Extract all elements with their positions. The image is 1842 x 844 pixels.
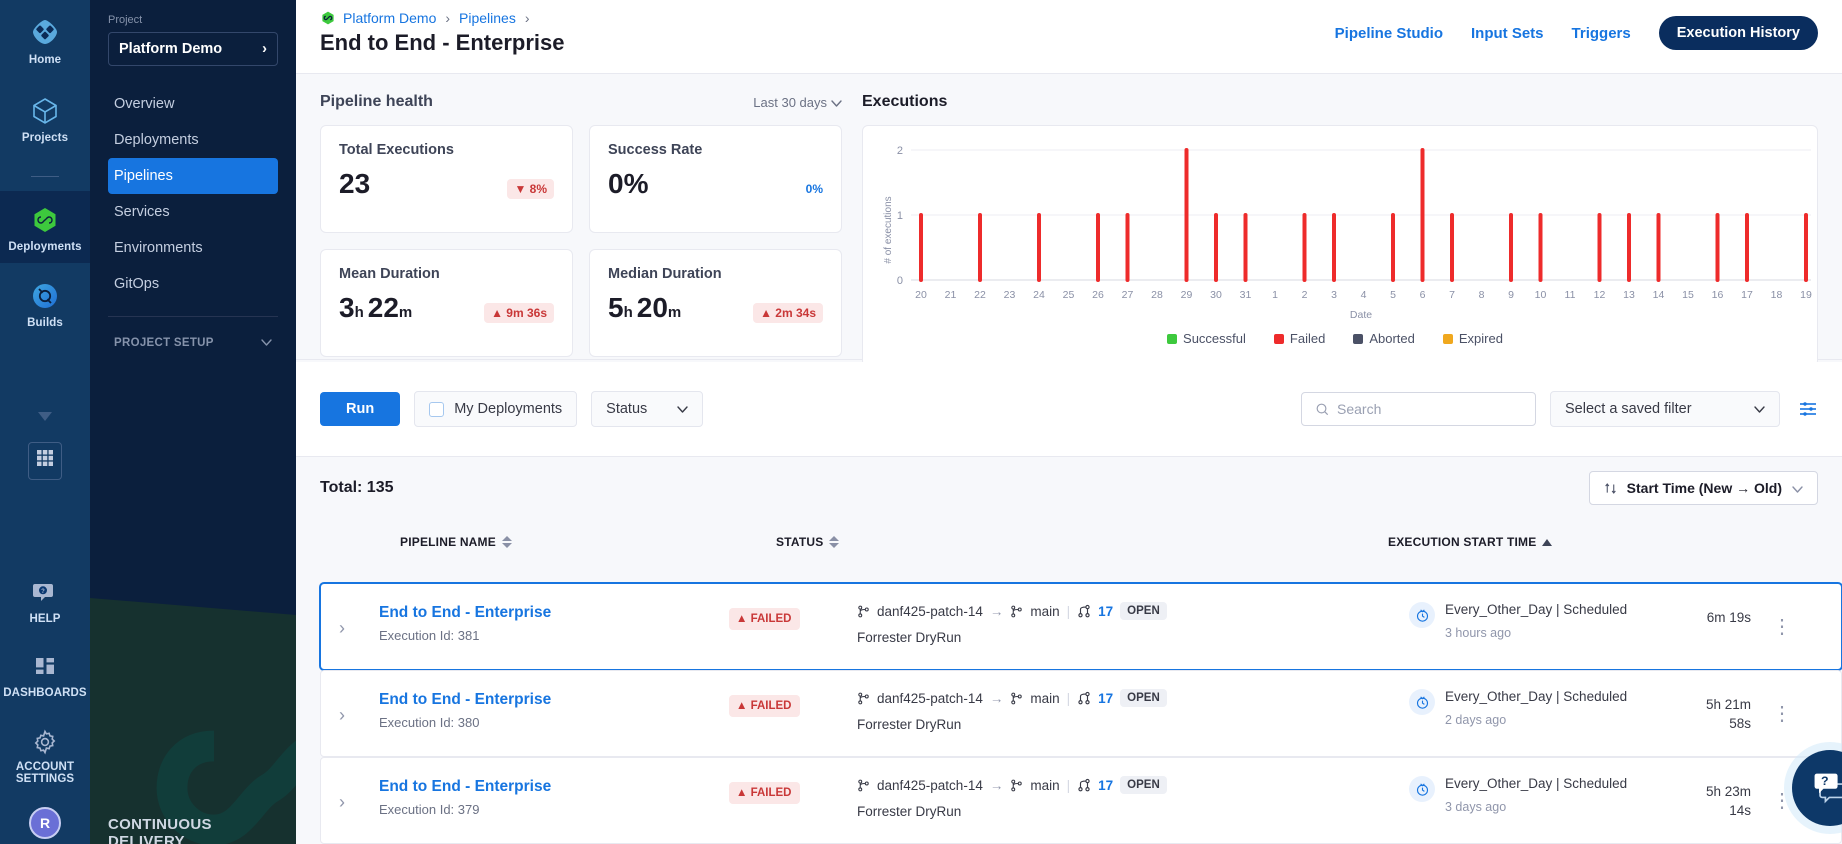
- svg-text:27: 27: [1122, 289, 1134, 301]
- svg-text:28: 28: [1151, 289, 1163, 301]
- svg-text:2: 2: [897, 145, 903, 157]
- svg-text:7: 7: [1449, 289, 1455, 301]
- svg-text:6: 6: [1420, 289, 1426, 301]
- svg-text:17: 17: [1741, 289, 1753, 301]
- svg-text:26: 26: [1092, 289, 1104, 301]
- svg-text:20: 20: [915, 289, 927, 301]
- svg-text:2: 2: [1302, 289, 1308, 301]
- svg-text:29: 29: [1181, 289, 1193, 301]
- svg-text:15: 15: [1682, 289, 1694, 301]
- svg-text:25: 25: [1063, 289, 1075, 301]
- svg-text:?: ?: [41, 589, 45, 595]
- svg-text:16: 16: [1712, 289, 1724, 301]
- svg-text:23: 23: [1004, 289, 1016, 301]
- svg-text:14: 14: [1653, 289, 1665, 301]
- svg-text:3: 3: [1331, 289, 1337, 301]
- svg-text:24: 24: [1033, 289, 1045, 301]
- svg-text:9: 9: [1508, 289, 1514, 301]
- svg-text:4: 4: [1361, 289, 1367, 301]
- svg-text:18: 18: [1771, 289, 1783, 301]
- svg-text:1: 1: [897, 210, 903, 222]
- svg-text:5: 5: [1390, 289, 1396, 301]
- svg-text:30: 30: [1210, 289, 1222, 301]
- svg-text:21: 21: [945, 289, 957, 301]
- svg-text:# of executions: # of executions: [883, 196, 894, 263]
- svg-text:0: 0: [897, 275, 903, 287]
- svg-text:10: 10: [1535, 289, 1547, 301]
- svg-text:19: 19: [1800, 289, 1812, 301]
- svg-text:12: 12: [1594, 289, 1606, 301]
- svg-text:8: 8: [1479, 289, 1485, 301]
- svg-text:?: ?: [1821, 774, 1829, 788]
- svg-text:31: 31: [1240, 289, 1252, 301]
- svg-text:1: 1: [1272, 289, 1278, 301]
- svg-text:13: 13: [1623, 289, 1635, 301]
- svg-text:22: 22: [974, 289, 986, 301]
- svg-text:11: 11: [1565, 289, 1576, 301]
- svg-text:Date: Date: [1350, 309, 1372, 321]
- svg-text:R: R: [40, 815, 50, 831]
